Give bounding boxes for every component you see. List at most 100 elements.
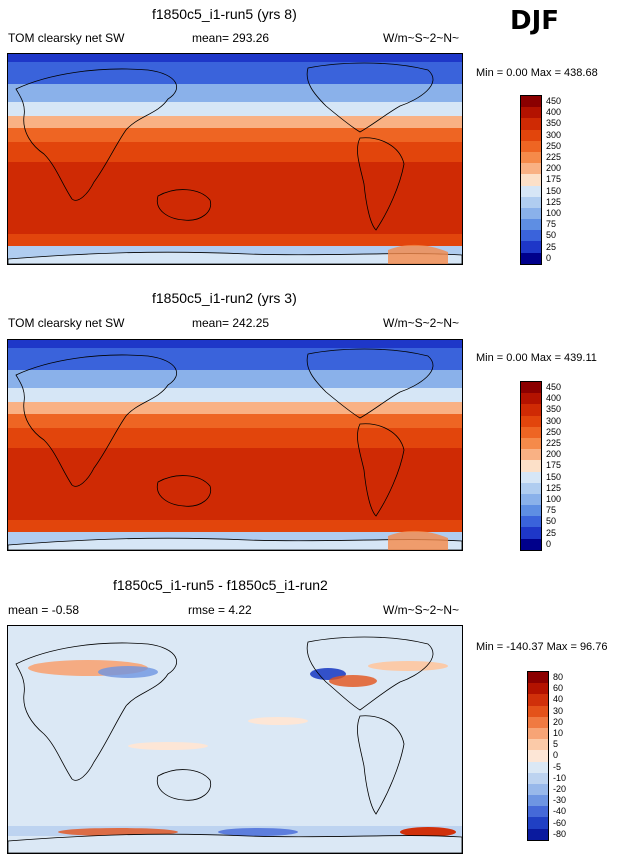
- colorbar-swatch: [521, 393, 541, 405]
- colorbar-tick-label: 175: [546, 174, 562, 185]
- colorbar-swatch: [528, 694, 548, 706]
- colorbar-swatch: [528, 716, 548, 728]
- colorbar-tick-label: 50: [546, 516, 557, 527]
- panel-3-colorbar: [527, 671, 549, 841]
- colorbar-tick-label: 400: [546, 393, 562, 404]
- panel-3-map-field: [8, 626, 462, 853]
- colorbar-tick-label: -20: [553, 784, 567, 794]
- colorbar-tick-label: 250: [546, 140, 562, 151]
- colorbar-tick-label: -80: [553, 828, 567, 839]
- colorbar-swatch: [521, 107, 541, 119]
- colorbar-tick-label: 60: [553, 683, 564, 694]
- colorbar-swatch: [521, 505, 541, 517]
- colorbar-swatch: [521, 241, 541, 253]
- panel-2-map: [7, 339, 463, 551]
- colorbar-swatch: [521, 140, 541, 152]
- panel-2-map-field: [8, 340, 462, 550]
- colorbar-tick-label: -5: [553, 761, 562, 772]
- colorbar-tick-label: 200: [546, 163, 562, 174]
- colorbar-swatch: [521, 230, 541, 242]
- colorbar-tick-label: 400: [546, 107, 562, 118]
- panel-2-minmax: Min = 0.00 Max = 439.11: [476, 352, 597, 364]
- colorbar-tick-label: 300: [546, 129, 562, 140]
- colorbar-swatch: [528, 761, 548, 773]
- colorbar-swatch: [528, 683, 548, 695]
- colorbar-swatch: [521, 449, 541, 461]
- colorbar-tick-label: 350: [546, 118, 562, 129]
- colorbar-tick-label: 175: [546, 460, 562, 471]
- season-label: DJF: [510, 6, 560, 36]
- panel-1-title: f1850c5_i1-run5 (yrs 8): [152, 6, 297, 22]
- colorbar-tick-label: 450: [546, 382, 562, 392]
- colorbar-swatch: [521, 174, 541, 186]
- colorbar-swatch: [528, 727, 548, 740]
- colorbar-swatch: [528, 795, 548, 807]
- colorbar-swatch: [521, 207, 541, 220]
- colorbar-tick-label: 100: [546, 208, 562, 218]
- colorbar-tick-label: 0: [553, 750, 559, 761]
- colorbar-swatch: [521, 382, 541, 394]
- panel-3-rmse: rmse = 4.22: [188, 603, 252, 617]
- colorbar-tick-label: -30: [553, 795, 567, 806]
- colorbar-swatch: [528, 828, 548, 840]
- colorbar-tick-label: 50: [546, 230, 557, 241]
- colorbar-tick-label: 40: [553, 694, 564, 705]
- colorbar-tick-label: 225: [546, 152, 562, 162]
- colorbar-tick-label: 10: [553, 728, 564, 738]
- panel-2-colorbar: [520, 381, 542, 551]
- colorbar-tick-label: -10: [553, 772, 567, 783]
- colorbar-swatch: [521, 538, 541, 550]
- colorbar-swatch: [521, 404, 541, 416]
- colorbar-tick-label: 450: [546, 96, 562, 106]
- colorbar-swatch: [521, 163, 541, 175]
- colorbar-tick-label: 0: [546, 252, 552, 263]
- panel-3-units: W/m~S~2~N~: [383, 603, 460, 617]
- colorbar-swatch: [528, 739, 548, 751]
- panel-1-variable: TOM clearsky net SW: [8, 31, 125, 45]
- colorbar-tick-label: 25: [546, 527, 557, 538]
- colorbar-swatch: [521, 219, 541, 231]
- colorbar-swatch: [521, 196, 541, 208]
- colorbar-tick-label: 125: [546, 482, 562, 493]
- colorbar-swatch: [521, 471, 541, 483]
- colorbar-tick-label: 200: [546, 449, 562, 460]
- panel-2-variable: TOM clearsky net SW: [8, 316, 125, 330]
- colorbar-swatch: [521, 527, 541, 539]
- panel-1-minmax: Min = 0.00 Max = 438.68: [476, 67, 598, 79]
- colorbar-swatch: [521, 482, 541, 494]
- panel-3-minmax: Min = -140.37 Max = 96.76: [476, 641, 608, 653]
- colorbar-tick-label: 80: [553, 672, 564, 682]
- colorbar-swatch: [521, 96, 541, 108]
- colorbar-swatch: [521, 185, 541, 197]
- panel-1-colorbar: [520, 95, 542, 265]
- colorbar-tick-label: 225: [546, 438, 562, 448]
- colorbar-tick-label: 20: [553, 716, 564, 727]
- panel-3-mean: mean = -0.58: [8, 603, 80, 617]
- colorbar-tick-label: 150: [546, 185, 562, 196]
- colorbar-tick-label: 0: [546, 538, 552, 549]
- colorbar-tick-label: 300: [546, 415, 562, 426]
- colorbar-swatch: [521, 151, 541, 164]
- colorbar-tick-label: 5: [553, 739, 559, 750]
- colorbar-swatch: [528, 783, 548, 796]
- colorbar-swatch: [528, 817, 548, 829]
- panel-3-title: f1850c5_i1-run5 - f1850c5_i1-run2: [113, 577, 328, 593]
- colorbar-tick-label: -60: [553, 817, 567, 828]
- colorbar-tick-label: 75: [546, 219, 557, 230]
- panel-2-mean: mean= 242.25: [192, 316, 270, 330]
- colorbar-swatch: [528, 806, 548, 818]
- colorbar-swatch: [528, 672, 548, 684]
- colorbar-swatch: [521, 252, 541, 264]
- colorbar-tick-label: 100: [546, 494, 562, 504]
- colorbar-swatch: [528, 750, 548, 762]
- colorbar-swatch: [521, 460, 541, 472]
- colorbar-swatch: [521, 493, 541, 506]
- colorbar-tick-label: 75: [546, 505, 557, 516]
- colorbar-tick-label: 250: [546, 426, 562, 437]
- colorbar-swatch: [521, 415, 541, 427]
- panel-1-mean: mean= 293.26: [192, 31, 270, 45]
- panel-1-units: W/m~S~2~N~: [383, 31, 460, 45]
- colorbar-tick-label: 350: [546, 404, 562, 415]
- colorbar-tick-label: -40: [553, 806, 567, 817]
- panel-2-title: f1850c5_i1-run2 (yrs 3): [152, 290, 297, 306]
